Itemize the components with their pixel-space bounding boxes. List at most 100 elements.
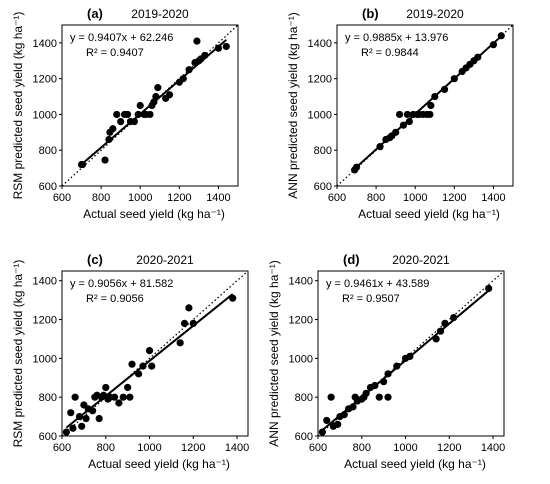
data-point: [318, 428, 326, 436]
regression-equation: y = 0.9885x + 13.976: [345, 32, 448, 44]
data-point: [352, 163, 361, 171]
data-point: [431, 92, 439, 101]
y-tick-label: 800: [295, 392, 313, 404]
data-point: [376, 143, 384, 151]
data-point: [176, 339, 184, 347]
panel-title: 2020-2021: [136, 253, 194, 267]
data-point: [380, 378, 388, 386]
data-point: [441, 319, 449, 328]
data-point: [67, 409, 75, 417]
data-point: [62, 428, 70, 436]
data-point: [426, 110, 434, 119]
data-point: [362, 389, 370, 397]
plot-area: [62, 25, 238, 186]
x-tick-label: 1400: [481, 442, 505, 454]
data-point: [71, 393, 79, 401]
data-point: [134, 370, 143, 378]
r-squared: R² = 0.9407: [86, 47, 144, 59]
y-axis-title: RSM predicted seed yield (kg ha⁻¹): [11, 260, 25, 448]
r-squared: R² = 0.9056: [86, 293, 144, 305]
panel-c: 600 800 1000 1200 1400 600 800 1000 1200 1400 y = …: [11, 252, 249, 471]
x-tick-label: 1000: [393, 442, 417, 454]
data-point: [113, 110, 121, 119]
data-point: [489, 41, 498, 49]
data-point: [89, 407, 97, 415]
x-tick-label: 1000: [403, 192, 427, 204]
data-point: [214, 44, 223, 52]
x-tick-label: 1200: [181, 442, 205, 454]
y-axis-title: ANN predicted seed yield (kg ha⁻¹): [267, 260, 281, 446]
y-tick-label: 1400: [33, 38, 57, 50]
data-point: [193, 37, 201, 45]
panel-title: 2019-2020: [406, 7, 464, 21]
data-point: [82, 414, 90, 423]
data-point: [485, 284, 493, 293]
x-tick-label: 600: [53, 192, 71, 204]
y-axis-title: RSM predicted seed yield (kg ha⁻¹): [11, 12, 25, 200]
data-point: [427, 101, 435, 110]
x-tick-label: 1000: [137, 442, 161, 454]
y-tick-label: 800: [39, 145, 57, 157]
x-tick-label: 1400: [225, 442, 249, 454]
data-point: [222, 42, 230, 51]
data-point: [105, 135, 113, 144]
data-point: [126, 393, 134, 401]
data-point: [139, 362, 147, 370]
y-tick-label: 600: [39, 431, 57, 443]
data-point: [323, 416, 331, 425]
data-point: [384, 370, 392, 378]
data-point: [69, 424, 77, 432]
plot-area: [62, 271, 248, 436]
panel-label: (a): [87, 6, 103, 21]
data-point: [128, 360, 136, 368]
data-point: [229, 294, 237, 302]
data-point: [78, 422, 86, 430]
x-tick-label: 600: [309, 442, 327, 454]
y-tick-label: 1200: [308, 74, 332, 86]
y-tick-label: 600: [39, 181, 57, 193]
data-point: [405, 118, 413, 126]
y-tick-label: 600: [295, 431, 313, 443]
data-point: [450, 313, 458, 322]
x-axis-title: Actual seed yield (kg ha⁻¹): [358, 207, 500, 221]
data-point: [340, 411, 348, 419]
data-point: [115, 399, 123, 407]
r-squared: R² = 0.9507: [342, 293, 400, 305]
data-point: [109, 125, 117, 133]
y-tick-label: 1200: [33, 74, 57, 86]
y-tick-label: 1400: [289, 276, 313, 288]
data-point: [154, 84, 162, 92]
data-point: [403, 110, 411, 119]
data-point: [75, 412, 84, 421]
panel-b: 600 800 1000 1200 1400 600 800 1000 1200 1400 y = …: [286, 6, 514, 221]
data-point: [124, 383, 132, 392]
data-point: [101, 156, 109, 164]
data-point: [185, 66, 193, 74]
x-axis-title: Actual seed yield (kg ha⁻¹): [88, 457, 230, 471]
y-tick-label: 1000: [289, 353, 313, 365]
panel-title: 2019-2020: [131, 7, 189, 21]
x-tick-label: 800: [92, 192, 110, 204]
y-tick-label: 1000: [308, 109, 332, 121]
data-point: [474, 53, 482, 61]
x-axis-title: Actual seed yield (kg ha⁻¹): [344, 457, 486, 471]
data-point: [440, 85, 449, 93]
regression-equation: y = 0.9407x + 62.246: [70, 32, 173, 44]
data-point: [119, 393, 127, 401]
data-point: [165, 91, 174, 99]
data-point: [349, 403, 357, 411]
regression-line: [65, 293, 234, 429]
data-point: [393, 362, 401, 370]
data-point: [392, 128, 400, 136]
data-point: [399, 121, 408, 129]
plot-frame: [61, 270, 249, 437]
data-point: [95, 414, 103, 423]
regression-equation: y = 0.9056x + 81.582: [70, 278, 173, 290]
panel-label: (d): [343, 252, 360, 267]
x-tick-label: 1400: [481, 192, 505, 204]
data-point: [148, 362, 156, 370]
x-tick-label: 1200: [437, 442, 461, 454]
data-point: [145, 346, 154, 355]
data-point: [384, 393, 392, 401]
